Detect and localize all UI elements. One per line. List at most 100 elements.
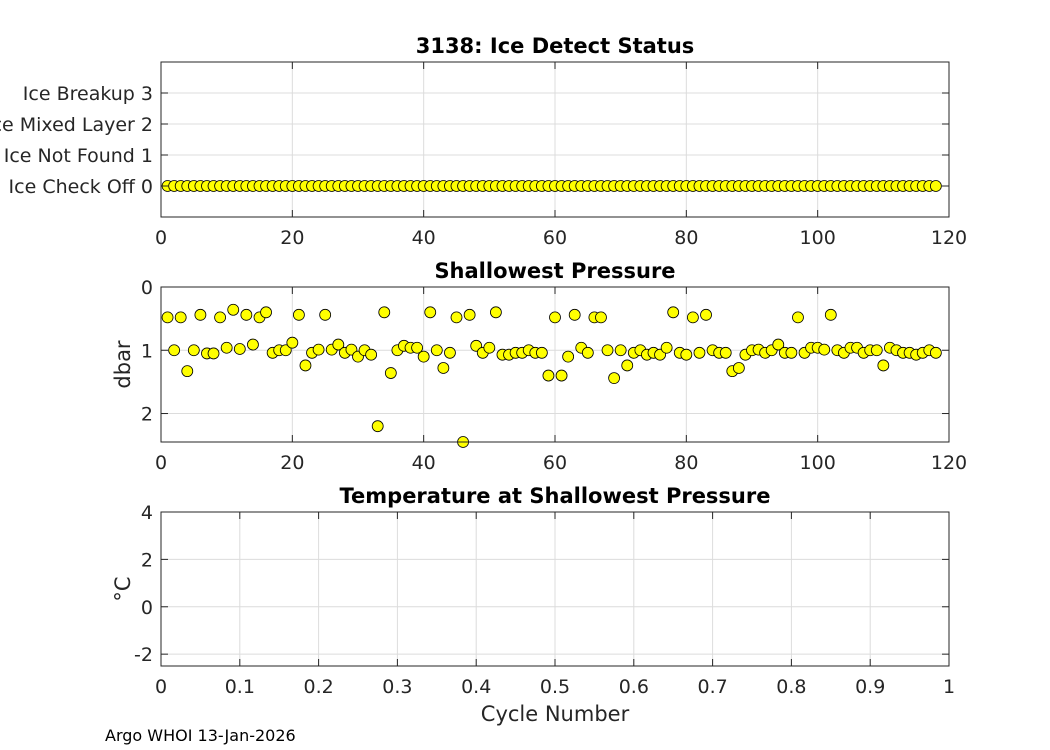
data-point <box>693 346 706 359</box>
data-point <box>378 306 391 319</box>
data-point <box>581 346 594 359</box>
data-point <box>444 346 456 359</box>
data-point <box>450 311 463 324</box>
data-point <box>299 359 312 372</box>
data-point <box>168 344 181 357</box>
y-tick-label: 2 <box>141 549 153 571</box>
footer-credit: Argo WHOI 13-Jan-2026 <box>105 726 296 745</box>
data-point <box>660 341 673 354</box>
data-point <box>384 367 397 379</box>
data-point <box>542 369 555 382</box>
data-point <box>732 362 745 374</box>
data-point <box>601 344 614 357</box>
data-point <box>286 336 299 349</box>
x-tick-label: 80 <box>674 227 698 249</box>
data-point <box>247 338 259 351</box>
data-point <box>220 341 233 354</box>
data-point <box>792 311 804 324</box>
chart-title: Shallowest Pressure <box>434 259 675 283</box>
data-point <box>877 359 890 372</box>
y-tick-label: Ice Not Found 1 <box>4 145 153 167</box>
data-point <box>614 344 627 357</box>
data-point <box>667 306 680 319</box>
data-point <box>818 343 831 356</box>
data-point <box>437 362 450 374</box>
x-tick-label: 120 <box>931 227 967 249</box>
data-point <box>417 350 430 363</box>
data-point <box>687 311 699 324</box>
data-point <box>700 308 712 321</box>
data-point <box>371 420 384 433</box>
data-point <box>207 347 220 360</box>
y-tick-label: 2 <box>141 404 153 426</box>
x-tick-label: 0.1 <box>225 676 255 698</box>
data-point <box>680 348 693 361</box>
x-tick-label: 20 <box>280 452 304 474</box>
data-point <box>562 350 575 363</box>
data-point <box>187 344 200 357</box>
data-point <box>535 346 548 359</box>
y-axis-label: dbar <box>111 340 135 389</box>
y-tick-label: Ice Breakup 3 <box>23 83 153 105</box>
data-point <box>312 343 325 356</box>
data-point <box>824 308 837 321</box>
data-point <box>181 365 194 378</box>
y-tick-label: 0 <box>141 597 153 619</box>
data-point <box>463 308 476 321</box>
x-tick-label: 120 <box>931 452 967 474</box>
x-tick-label: 100 <box>800 452 836 474</box>
panel-2: 0 20 40 60 80 100 120 0 1 2 Shallowest Pressure dba… <box>111 259 967 474</box>
data-point <box>870 344 883 357</box>
x-tick-label: 0.9 <box>855 676 885 698</box>
data-point <box>568 308 581 321</box>
data-point <box>260 306 272 319</box>
data-point <box>929 346 942 359</box>
x-tick-label: 60 <box>543 452 567 474</box>
panel-1: 0 20 40 60 80 100 120 Ice Check Off 0 Ice Not Fo… <box>0 34 967 249</box>
x-tick-label: 0.4 <box>461 676 491 698</box>
data-point <box>772 338 785 351</box>
data-point <box>929 180 942 192</box>
data-point <box>411 341 424 354</box>
y-tick-label: Ice Check Off 0 <box>9 176 153 198</box>
chart-title: 3138: Ice Detect Status <box>416 34 695 58</box>
x-tick-label: 0.6 <box>619 676 649 698</box>
data-point <box>719 346 732 359</box>
data-point <box>319 308 332 321</box>
x-tick-label: 0.5 <box>540 676 570 698</box>
data-point <box>489 306 502 319</box>
x-tick-label: 0.3 <box>382 676 412 698</box>
x-tick-label: 0 <box>155 676 167 698</box>
x-tick-label: 40 <box>412 227 436 249</box>
x-tick-label: 0.2 <box>303 676 333 698</box>
x-tick-label: 1 <box>943 676 955 698</box>
y-tick-label: -2 <box>134 644 153 666</box>
data-point <box>483 341 496 354</box>
x-tick-label: 0.8 <box>776 676 806 698</box>
data-point <box>240 308 253 321</box>
y-tick-label: 0 <box>141 277 153 299</box>
data-point <box>608 372 620 385</box>
x-tick-label: 0.7 <box>697 676 727 698</box>
y-tick-label: 4 <box>141 502 153 524</box>
data-point <box>549 311 561 324</box>
x-tick-label: 60 <box>543 227 567 249</box>
data-point <box>279 344 292 357</box>
x-tick-label: 20 <box>280 227 304 249</box>
chart-title: Temperature at Shallowest Pressure <box>340 484 771 508</box>
data-point <box>785 346 798 359</box>
x-tick-label: 80 <box>674 452 698 474</box>
y-axis-label: °C <box>111 576 135 601</box>
data-point <box>595 311 607 324</box>
data-point <box>332 338 345 351</box>
data-point <box>621 359 634 372</box>
x-tick-label: 100 <box>800 227 836 249</box>
data-point <box>161 311 174 324</box>
x-axis-label: Cycle Number <box>481 702 630 726</box>
panel-3: 0 0.1 0.2 0.3 0.4 0.5 0.6 0.7 0.8 0.9 1-2024Temper… <box>111 484 955 726</box>
data-point <box>555 369 568 382</box>
data-point <box>227 303 240 316</box>
y-tick-label: 1 <box>141 340 153 362</box>
data-point <box>430 344 443 357</box>
